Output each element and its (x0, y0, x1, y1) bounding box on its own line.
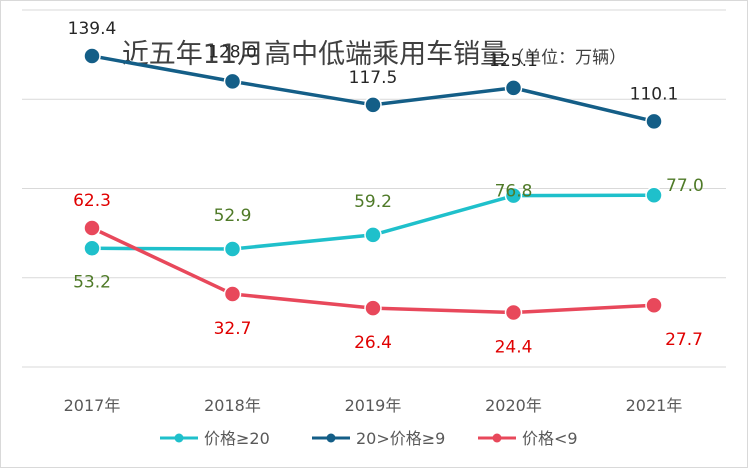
chart-title-unit: （单位：万辆） (507, 48, 627, 68)
x-axis: 2017年 2018年 2019年 2020年 2021年 (64, 396, 683, 415)
data-point (223, 240, 242, 258)
data-label: 110.1 (630, 84, 679, 104)
legend-label: 20>价格≥9 (356, 429, 445, 448)
data-label: 77.0 (666, 176, 704, 196)
legend-marker (174, 433, 184, 443)
data-point (364, 96, 382, 114)
series-lines (83, 47, 663, 322)
data-point (504, 186, 523, 205)
data-point (83, 47, 101, 65)
data-labels: 53.2 52.9 59.2 76.8 77.0 139.4 128.0 117.5 125.1… (68, 19, 704, 358)
legend-label: 价格<9 (522, 429, 578, 448)
data-label: 27.7 (665, 330, 703, 350)
legend-label: 价格≥20 (204, 429, 270, 448)
data-label: 52.9 (214, 206, 252, 226)
data-label: 24.4 (495, 338, 533, 358)
legend-marker (326, 433, 336, 443)
data-point (223, 285, 242, 303)
data-point (645, 186, 663, 204)
data-point (223, 72, 242, 91)
data-label: 62.3 (73, 191, 111, 211)
data-label: 139.4 (68, 19, 117, 39)
data-label: 59.2 (354, 192, 392, 212)
data-label: 76.8 (495, 182, 533, 202)
legend-item: 价格≥20 (160, 429, 270, 448)
x-tick-label: 2018年 (204, 396, 261, 415)
data-point (364, 299, 382, 317)
x-tick-label: 2017年 (64, 396, 121, 415)
chart-title-main: 近五年11月高中低端乘用车销量 (121, 39, 508, 70)
data-point (504, 79, 523, 97)
data-point (645, 112, 663, 131)
x-tick-label: 2019年 (345, 396, 402, 415)
x-tick-label: 2021年 (626, 396, 683, 415)
x-tick-label: 2020年 (485, 396, 542, 415)
legend-item: 20>价格≥9 (312, 429, 445, 448)
chart-title: 近五年11月高中低端乘用车销量（单位：万辆） (0, 32, 748, 71)
data-point (504, 303, 523, 322)
legend-marker (492, 433, 502, 443)
data-label: 53.2 (73, 272, 111, 292)
data-label: 117.5 (349, 68, 398, 88)
data-point (83, 239, 101, 258)
data-label: 128.0 (208, 42, 257, 62)
data-point (83, 219, 101, 237)
legend-item: 价格<9 (478, 429, 578, 448)
legend: 价格≥20 20>价格≥9 价格<9 (160, 429, 578, 448)
data-label: 32.7 (214, 319, 252, 339)
data-point (645, 296, 663, 314)
data-label: 125.1 (489, 51, 538, 71)
data-point (364, 226, 382, 244)
data-label: 26.4 (354, 333, 392, 353)
